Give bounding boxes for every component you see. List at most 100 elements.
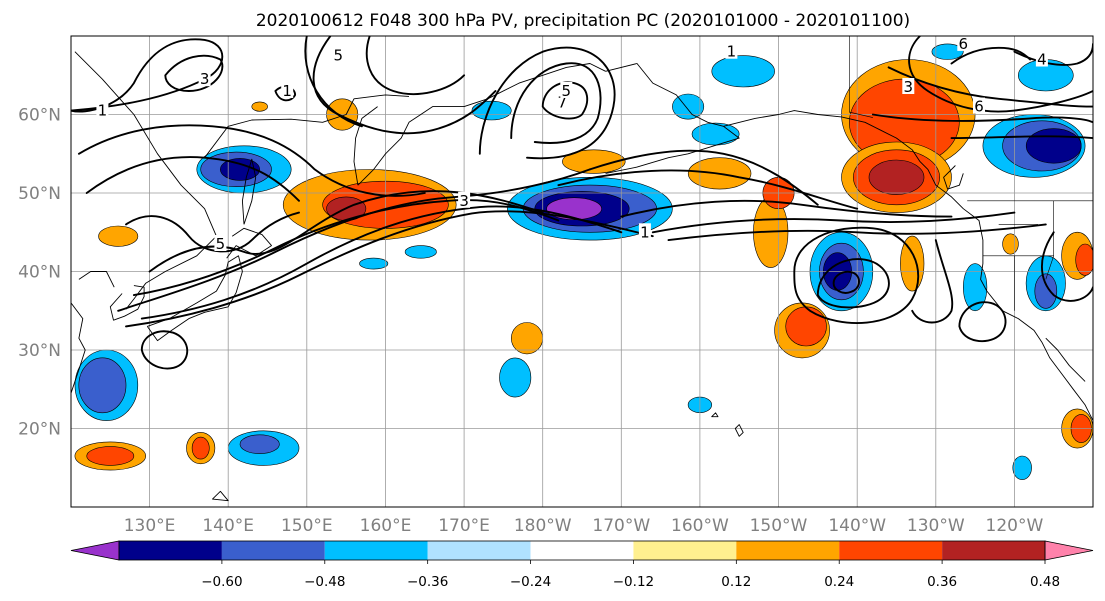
contour-label-bg-1 <box>198 70 211 87</box>
contour-label-bg-9 <box>725 42 738 59</box>
lon-label-7: 160°W <box>671 516 729 536</box>
precip-region-6 <box>98 225 139 247</box>
contour-label-3: 5 <box>216 235 226 253</box>
lon-label-4: 170°E <box>438 516 490 536</box>
contour-label-2: 1 <box>282 82 292 100</box>
colorbar-box-0 <box>119 541 222 560</box>
precip-region-46 <box>86 446 135 466</box>
precip-region-18 <box>672 93 705 120</box>
pv-contour-33 <box>1041 231 1093 302</box>
precip-region-16 <box>691 122 740 146</box>
precip-region-2 <box>220 158 261 181</box>
map-frame <box>70 35 1094 508</box>
pv-contour-24 <box>832 270 860 294</box>
coastline-5 <box>226 227 272 259</box>
latitude-labels: 20°N 30°N 40°N 50°N 60°N <box>18 106 61 440</box>
precip-region-48 <box>239 434 280 454</box>
political-border-0 <box>849 36 873 118</box>
coastlines <box>71 36 1093 502</box>
pv-contour-25 <box>908 36 1093 113</box>
precip-region-52 <box>499 357 532 398</box>
contour-label-bg-11 <box>957 36 970 51</box>
contour-label-bg-8 <box>638 223 651 240</box>
pv-contour-4 <box>85 156 300 202</box>
pv-contour-17 <box>588 149 819 206</box>
lat-label-4: 60°N <box>18 106 61 126</box>
colorbar-box-2 <box>324 541 428 560</box>
colorbar-extend-low <box>70 540 120 561</box>
lon-label-3: 160°E <box>360 516 412 536</box>
precip-region-44 <box>78 357 127 414</box>
contour-label-1: 3 <box>200 70 210 88</box>
pv-contour-8 <box>140 205 623 320</box>
pv-contour-12 <box>304 36 363 128</box>
contour-label-bg-13 <box>1035 50 1048 67</box>
precip-region-32 <box>900 235 925 292</box>
colorbar-tick-label-1: −0.48 <box>304 574 345 590</box>
contour-label-bg-12 <box>973 97 985 114</box>
colorbar-tick-label-5: 0.12 <box>721 574 751 590</box>
coastline-2 <box>78 271 115 288</box>
precip-region-41 <box>1075 243 1093 276</box>
pv-contour-16 <box>541 81 589 120</box>
coastline-3 <box>71 302 86 394</box>
contour-label-7: 3 <box>459 192 469 210</box>
lon-label-5: 180°W <box>514 516 572 536</box>
figure-title: 2020100612 F048 300 hPa PV, precipitatio… <box>256 11 910 31</box>
coastline-15 <box>734 424 744 437</box>
pv-contour-15 <box>510 62 602 144</box>
contour-label-0: 1 <box>98 102 108 120</box>
coastline-7 <box>204 94 410 158</box>
pv-contour-5 <box>125 211 300 253</box>
precip-region-39 <box>1034 273 1058 309</box>
contour-label-6: 5 <box>562 82 572 100</box>
pv-contour-34 <box>911 239 954 324</box>
lon-label-8: 150°W <box>750 516 808 536</box>
coastline-13 <box>1045 337 1086 382</box>
colorbar-box-6 <box>736 541 840 560</box>
precip-region-22 <box>785 306 827 347</box>
lon-label-11: 120°W <box>986 516 1044 536</box>
colorbar-tick-label-2: −0.36 <box>407 574 448 590</box>
lat-label-1: 30°N <box>18 341 61 361</box>
coastline-10 <box>605 63 724 127</box>
contour-label-bg-3 <box>214 235 227 251</box>
pv-contour-9 <box>125 210 654 328</box>
colorbar-box-1 <box>221 541 325 560</box>
contour-label-10: 3 <box>904 78 914 96</box>
contour-label-11: 6 <box>959 35 969 53</box>
lon-label-1: 140°E <box>202 516 254 536</box>
contour-label-bg-2 <box>281 82 294 98</box>
colorbar-box-5 <box>633 541 737 560</box>
colorbar-box-7 <box>839 541 943 560</box>
coastline-12 <box>723 110 1093 421</box>
coastline-11 <box>605 125 740 174</box>
pv-contour-22 <box>816 258 890 309</box>
precip-region-7 <box>251 101 268 112</box>
colorbar: −0.60 −0.48 −0.36 −0.24 −0.12 0.12 0.24 0.36 0.4… <box>70 540 1094 590</box>
precip-region-57 <box>359 257 389 270</box>
precip-region-17 <box>711 55 775 88</box>
lat-label-2: 40°N <box>18 263 61 283</box>
coastline-1 <box>109 285 145 321</box>
pv-contour-14 <box>478 46 616 160</box>
pv-contour-26 <box>887 66 1093 108</box>
contour-label-bg-10 <box>902 78 915 94</box>
precip-region-28 <box>868 159 925 195</box>
colorbar-box-4 <box>530 541 634 560</box>
pv-contour-1 <box>164 54 224 92</box>
colorbar-tick-label-6: 0.24 <box>824 574 854 590</box>
pv-contour-20 <box>651 211 1016 234</box>
precip-region-56 <box>1012 455 1032 480</box>
pv-contour-18 <box>557 169 859 210</box>
contour-label-bg-4 <box>332 46 345 63</box>
coastline-4 <box>146 255 243 342</box>
lon-label-10: 130°W <box>907 516 965 536</box>
pv-contour-0 <box>71 38 224 113</box>
pv-contour-31 <box>140 330 189 370</box>
colorbar-box-3 <box>427 541 531 560</box>
pv-contour-3 <box>77 124 426 197</box>
pv-contour-11 <box>312 36 497 135</box>
